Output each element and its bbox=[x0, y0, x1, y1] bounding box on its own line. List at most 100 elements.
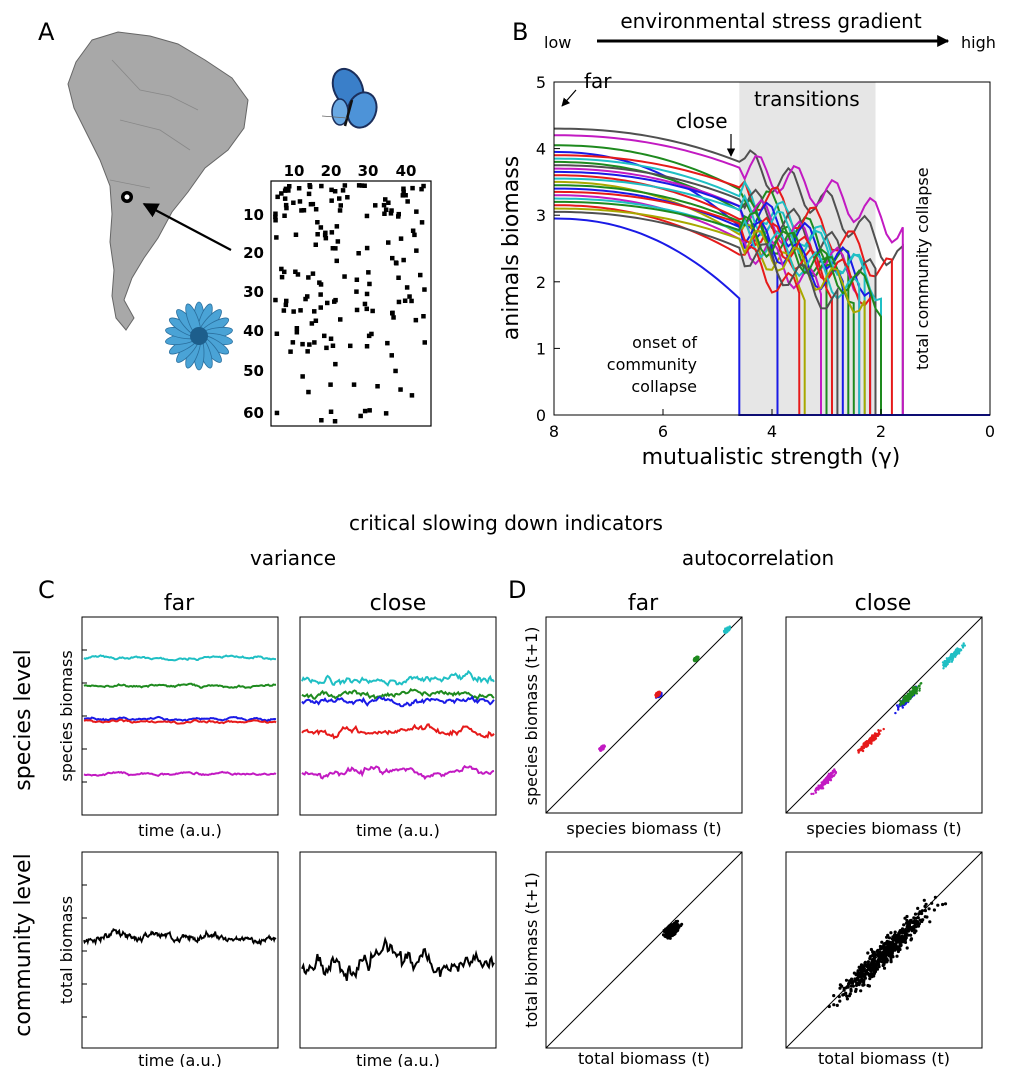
scatter-point bbox=[879, 729, 882, 732]
scatter-point bbox=[876, 959, 881, 963]
scatter-point bbox=[962, 642, 965, 645]
matrix-cell bbox=[299, 208, 304, 213]
scatter-point bbox=[903, 929, 908, 934]
matrix-cell bbox=[342, 274, 347, 279]
scatter-point bbox=[876, 948, 880, 952]
scatter-point bbox=[952, 653, 955, 657]
scatter-point bbox=[859, 989, 863, 993]
scatter-point bbox=[870, 954, 874, 958]
matrix-cell bbox=[298, 308, 303, 313]
scatter-point bbox=[897, 706, 900, 709]
scatter-point bbox=[903, 916, 907, 920]
scatter-point bbox=[918, 689, 921, 692]
x-tick-label: 6 bbox=[658, 422, 668, 441]
scatter-point bbox=[673, 931, 677, 935]
matrix-cell bbox=[367, 408, 372, 413]
scatter-point bbox=[918, 687, 921, 690]
matrix-cell bbox=[303, 296, 308, 302]
scatter-point bbox=[814, 791, 818, 794]
d-species-far-frame bbox=[545, 616, 743, 814]
map-borders bbox=[109, 59, 199, 189]
scatter-point bbox=[908, 690, 912, 693]
c-time-label: time (a.u.) bbox=[356, 1051, 440, 1067]
matrix-cell bbox=[329, 187, 334, 193]
matrix-cell bbox=[324, 345, 329, 351]
matrix-cell bbox=[293, 269, 298, 274]
biomass-line bbox=[554, 194, 990, 416]
scatter-point bbox=[871, 736, 874, 739]
matrix-cell bbox=[389, 208, 394, 213]
matrix-cell bbox=[310, 201, 316, 207]
y-tick-label: 1 bbox=[536, 339, 546, 358]
matrix-cell bbox=[313, 242, 318, 247]
total-collapse-annotation: total community collapse bbox=[913, 167, 932, 370]
scatter-point bbox=[870, 972, 874, 976]
d-total-xlabel: total biomass (t) bbox=[818, 1049, 950, 1067]
matrix-cell bbox=[282, 188, 288, 193]
scatter-point bbox=[893, 933, 897, 937]
scatter-point bbox=[858, 748, 861, 752]
interaction-matrix: 10 20 30 40 10 20 30 40 50 60 bbox=[243, 162, 432, 427]
scatter-point bbox=[864, 740, 867, 744]
panel-d-label: D bbox=[508, 576, 526, 604]
scatter-point bbox=[726, 626, 730, 630]
matrix-cell bbox=[329, 230, 335, 235]
scatter-point bbox=[950, 657, 953, 660]
scatter-point bbox=[876, 952, 881, 957]
scatter-point bbox=[828, 778, 831, 781]
matrix-cell bbox=[409, 393, 415, 398]
scatter-point bbox=[844, 978, 849, 982]
matrix-cell bbox=[419, 186, 424, 192]
matrix-cell bbox=[381, 202, 387, 208]
scatter-point bbox=[869, 740, 873, 743]
scatter-point bbox=[865, 969, 869, 973]
y-tick-label: 5 bbox=[536, 73, 546, 92]
matrix-cell bbox=[323, 230, 328, 236]
scatter-point bbox=[854, 973, 858, 977]
scatter-point bbox=[667, 928, 671, 932]
scatter-point bbox=[667, 935, 671, 939]
scatter-point bbox=[724, 630, 727, 634]
scatter-point bbox=[864, 745, 868, 748]
scatter-point bbox=[927, 907, 931, 911]
timeseries-line bbox=[83, 715, 277, 723]
species-scatter-far bbox=[545, 616, 743, 814]
biomass-line bbox=[554, 200, 990, 416]
scatter-point bbox=[911, 686, 914, 689]
scatter-point bbox=[879, 951, 883, 955]
c-total-close-frame bbox=[299, 851, 497, 1049]
x-tick-label: 8 bbox=[549, 422, 559, 441]
matrix-cell bbox=[354, 307, 360, 313]
matrix-cell bbox=[333, 297, 338, 303]
scatter-point bbox=[693, 659, 696, 663]
matrix-cell bbox=[274, 331, 280, 336]
timeseries-line bbox=[301, 764, 495, 781]
matrix-cell bbox=[315, 220, 320, 225]
matrix-cell bbox=[328, 382, 333, 387]
scatter-point bbox=[669, 930, 673, 934]
matrix-cell bbox=[291, 200, 296, 205]
scatter-point bbox=[878, 955, 882, 959]
y-tick-label: 4 bbox=[536, 140, 546, 159]
c-time-label: time (a.u.) bbox=[356, 821, 440, 840]
south-america-map bbox=[67, 31, 249, 331]
scatter-point bbox=[913, 931, 917, 935]
scatter-point bbox=[903, 937, 908, 941]
x-tick-label: 0 bbox=[985, 422, 995, 441]
scatter-point bbox=[866, 960, 871, 964]
matrix-cell bbox=[315, 232, 320, 237]
c-close-title: close bbox=[370, 591, 427, 616]
matrix-cell bbox=[391, 315, 396, 320]
matrix-cell bbox=[290, 340, 296, 345]
scatter-point bbox=[913, 685, 916, 689]
scatter-point bbox=[905, 946, 909, 950]
matrix-cell bbox=[284, 298, 289, 304]
scatter-point bbox=[880, 956, 884, 960]
scatter-point bbox=[923, 904, 927, 909]
far-arrow bbox=[561, 89, 577, 107]
scatter-point bbox=[860, 971, 864, 975]
matrix-cell bbox=[294, 326, 300, 331]
scatter-point bbox=[598, 747, 601, 751]
matrix-cell bbox=[401, 186, 406, 191]
matrix-cell bbox=[306, 275, 311, 280]
